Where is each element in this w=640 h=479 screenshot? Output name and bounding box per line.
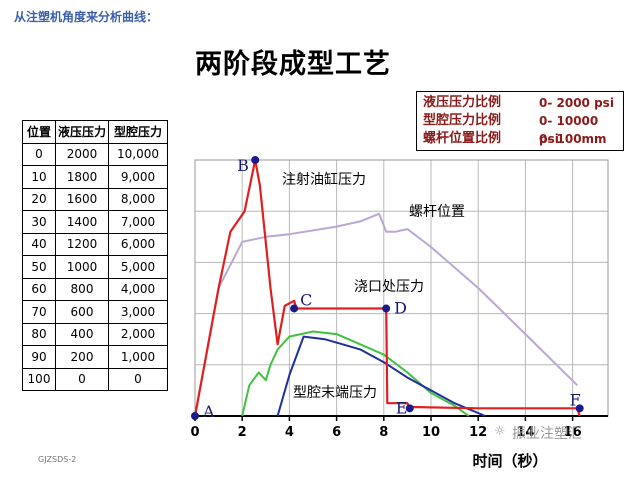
table-cell: 8,000 bbox=[108, 187, 168, 211]
wechat-icon: ☼ bbox=[494, 424, 506, 439]
table-row: 80 400 2,000 bbox=[22, 322, 168, 346]
x-tick-label: 6 bbox=[332, 425, 341, 440]
series-label: 浇口处压力 bbox=[354, 279, 424, 295]
table-cell: 1200 bbox=[55, 232, 109, 256]
series-line-gate-pressure bbox=[241, 330, 470, 417]
key-point-label: E bbox=[396, 398, 408, 417]
key-point-marker bbox=[290, 304, 299, 313]
x-axis-label: 时间（秒） bbox=[472, 452, 547, 470]
table-row: 70 600 3,000 bbox=[22, 300, 168, 324]
table-cell: 1400 bbox=[55, 210, 109, 234]
page-subtitle: 从注塑机角度来分析曲线： bbox=[14, 10, 159, 24]
x-tick-label: 4 bbox=[285, 425, 294, 440]
table-cell: 9,000 bbox=[108, 165, 168, 189]
series-label: 注射油缸压力 bbox=[282, 171, 366, 188]
legend-name: 螺杆位置比例 bbox=[423, 131, 502, 146]
key-point-marker bbox=[575, 404, 584, 413]
series-label: 型腔末端压力 bbox=[293, 385, 377, 401]
table-row: 40 1200 6,000 bbox=[22, 232, 168, 256]
watermark: 振业注塑汇 bbox=[512, 426, 582, 442]
table-row: 30 1400 7,000 bbox=[22, 210, 168, 234]
x-tick-label: 10 bbox=[422, 425, 440, 440]
key-point-label: B bbox=[237, 156, 249, 175]
key-point-marker bbox=[191, 412, 199, 420]
page-title: 两阶段成型工艺 bbox=[195, 49, 391, 80]
table-cell: 2,000 bbox=[108, 322, 168, 346]
table-row: 0 2000 10,000 bbox=[22, 142, 168, 166]
scale-table-header: 位置 液压压力 型腔压力 bbox=[22, 120, 168, 144]
series-line-screw-position bbox=[194, 212, 579, 417]
key-point-marker bbox=[405, 404, 414, 413]
table-row: 100 0 0 bbox=[22, 367, 168, 391]
table-cell: 10,000 bbox=[108, 142, 168, 166]
x-tick-label: 8 bbox=[379, 425, 388, 440]
table-cell: 0 bbox=[55, 367, 109, 391]
legend-range: 0- 10000 psi bbox=[539, 114, 599, 146]
legend-name: 型腔压力比例 bbox=[423, 113, 502, 128]
header-hydraulic: 液压压力 bbox=[55, 120, 109, 144]
table-cell: 1800 bbox=[55, 165, 109, 189]
series-line-cavity-end-pressure bbox=[276, 335, 486, 417]
scale-legend: 液压压力比例 0- 2000 psi 型腔压力比例 0- 10000 psi 螺… bbox=[416, 91, 624, 151]
table-cell: 7,000 bbox=[108, 210, 168, 234]
table-row: 90 200 1,000 bbox=[22, 345, 168, 369]
table-cell: 2000 bbox=[55, 142, 109, 166]
x-tick-label: 14 bbox=[516, 425, 534, 440]
x-tick-label: 2 bbox=[238, 425, 247, 440]
legend-row-screw: 螺杆位置比例 0- 100mm bbox=[423, 130, 617, 148]
legend-row-cavity: 型腔压力比例 0- 10000 psi bbox=[423, 112, 617, 146]
table-cell: 10 bbox=[22, 165, 56, 189]
header-position: 位置 bbox=[22, 120, 56, 144]
key-point-label: C bbox=[300, 290, 312, 309]
key-point-marker bbox=[251, 156, 260, 164]
table-cell: 3,000 bbox=[108, 300, 168, 324]
table-cell: 1600 bbox=[55, 187, 109, 211]
table-row: 20 1600 8,000 bbox=[22, 187, 168, 211]
table-cell: 1,000 bbox=[108, 345, 168, 369]
table-row: 10 1800 9,000 bbox=[22, 165, 168, 189]
table-cell: 0 bbox=[108, 367, 168, 391]
x-tick-label: 0 bbox=[190, 425, 199, 440]
table-cell: 0 bbox=[22, 142, 56, 166]
key-point-label: F bbox=[570, 390, 581, 409]
table-row: 50 1000 5,000 bbox=[22, 255, 168, 279]
key-point-marker bbox=[382, 304, 391, 313]
table-cell: 70 bbox=[22, 300, 56, 324]
x-tick-label: 16 bbox=[564, 425, 582, 440]
table-cell: 4,000 bbox=[108, 277, 168, 301]
legend-range: 0- 2000 psi bbox=[539, 96, 614, 110]
legend-row-hydraulic: 液压压力比例 0- 2000 psi bbox=[423, 94, 617, 112]
scale-table: 位置 液压压力 型腔压力 0 2000 10,000 10 1800 9,000 20 160… bbox=[22, 120, 168, 391]
legend-name: 液压压力比例 bbox=[423, 95, 502, 110]
table-cell: 100 bbox=[22, 367, 56, 391]
legend-range: 0- 100mm bbox=[539, 132, 607, 146]
header-cavity: 型腔压力 bbox=[108, 120, 168, 144]
slide-id: GJZSDS-2 bbox=[38, 455, 77, 464]
key-point-label: A bbox=[202, 402, 215, 421]
table-cell: 60 bbox=[22, 277, 56, 301]
scale-table-body: 0 2000 10,000 10 1800 9,000 20 1600 8,000 30 1400 7… bbox=[22, 142, 168, 391]
x-tick-label: 12 bbox=[469, 425, 487, 440]
key-point-label: D bbox=[394, 298, 407, 317]
table-cell: 30 bbox=[22, 210, 56, 234]
series-label: 螺杆位置 bbox=[409, 204, 465, 220]
table-cell: 400 bbox=[55, 322, 109, 346]
table-cell: 6,000 bbox=[108, 232, 168, 256]
table-row: 60 800 4,000 bbox=[22, 277, 168, 301]
